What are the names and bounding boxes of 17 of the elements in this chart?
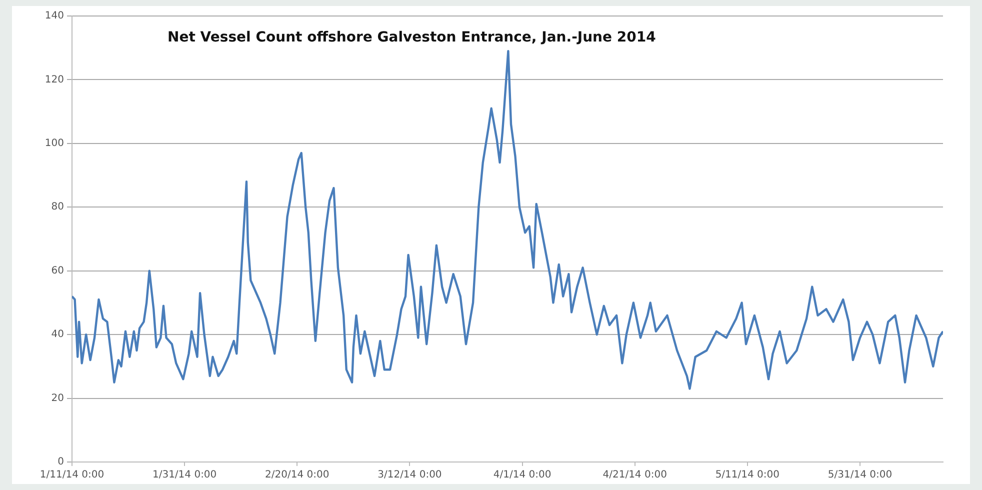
- y-tick-label: 140: [44, 10, 64, 22]
- x-tick-label: 4/1/14 0:00: [493, 470, 552, 481]
- y-tick-label: 20: [51, 392, 64, 404]
- x-tick-label: 4/21/14 0:00: [602, 470, 667, 481]
- y-tick-label: 120: [44, 74, 64, 86]
- y-tick-label: 0: [58, 456, 64, 468]
- x-tick-label: 5/11/14 0:00: [715, 470, 780, 481]
- y-tick-label: 60: [51, 265, 64, 276]
- y-tick-label: 40: [51, 329, 64, 340]
- x-tick-label: 1/31/14 0:00: [152, 470, 217, 481]
- x-tick-label: 5/31/14 0:00: [828, 470, 892, 481]
- y-tick-label: 80: [51, 202, 64, 213]
- x-tick-label: 3/12/14 0:00: [378, 470, 442, 481]
- y-tick-label: 100: [44, 138, 64, 150]
- x-tick-label: 1/11/14 0:00: [40, 470, 104, 481]
- text: Net Vessel Count offshore Galveston Entrance, Jan.-June 2014: [168, 30, 656, 46]
- x-tick-label: 2/20/14 0:00: [265, 470, 330, 481]
